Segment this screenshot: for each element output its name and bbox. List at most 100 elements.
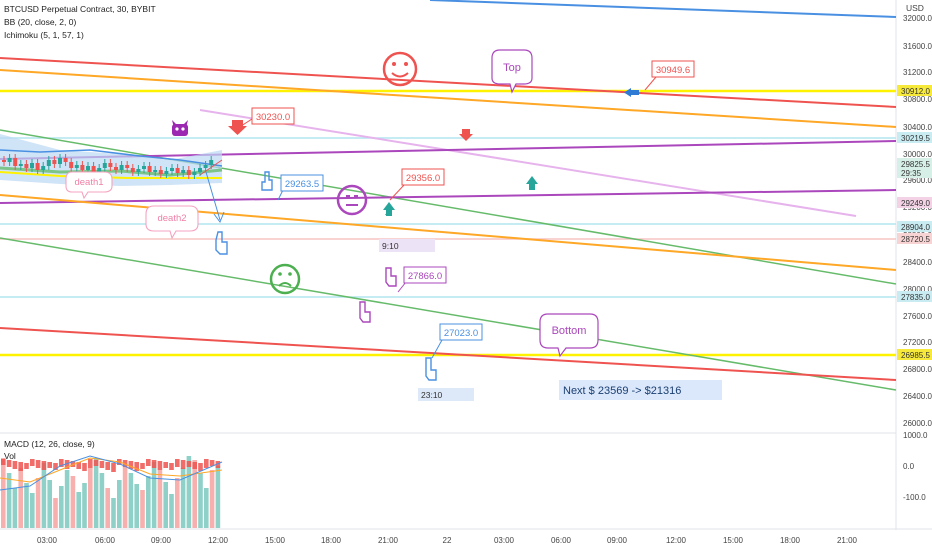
note-box (559, 380, 722, 400)
volume-bar (198, 473, 203, 528)
indicator-ichimoku-label[interactable]: Ichimoku (5, 1, 57, 1) (4, 30, 84, 40)
price-tick-label: 30400.0 (903, 123, 932, 132)
sad-face-icon (269, 263, 301, 295)
trendline-red-top[interactable] (0, 57, 897, 108)
macd-hist-bar (175, 459, 180, 467)
macd-hist-bar (82, 463, 87, 471)
cat-icon (172, 120, 188, 136)
callout-27023[interactable]: 27023.0 (431, 323, 483, 359)
macd-hist-bar (93, 460, 99, 466)
arrow-down-red-icon-2 (459, 129, 473, 141)
callout-death1-text: death1 (74, 177, 103, 188)
trendline-blue[interactable] (429, 0, 897, 18)
candle-body (18, 164, 23, 166)
candle-body (2, 160, 6, 162)
callout-27866[interactable]: 27866.0 (397, 266, 447, 293)
candle-body (153, 170, 158, 172)
indicator-bb-label[interactable]: BB (20, close, 2, 0) (4, 17, 76, 27)
volume-bar (146, 476, 151, 528)
macd-hist-bar (198, 463, 203, 471)
callout-30230[interactable]: 30230.0 (237, 107, 295, 129)
macd-hist-bar (18, 462, 23, 471)
volume-bar (175, 478, 180, 528)
volume-bar (151, 462, 157, 528)
callout-27023-text: 27023.0 (444, 328, 478, 339)
trendline-purple-top[interactable] (0, 140, 897, 160)
volume-bar (99, 473, 105, 528)
callout-top[interactable]: Top (491, 49, 533, 94)
candle-body (198, 168, 202, 172)
candle-body (7, 158, 12, 162)
volume-bar (35, 478, 41, 528)
time-range-label-2: 23:10 (421, 390, 443, 400)
trendline-pink[interactable] (199, 109, 857, 217)
price-tick-label: 27600.0 (903, 312, 932, 321)
happy-face-icon (382, 51, 418, 87)
candle-body (175, 168, 180, 173)
callout-bottom[interactable]: Bottom (539, 313, 599, 358)
volume-bar (53, 498, 58, 528)
candle-body (80, 165, 85, 170)
macd-hist-bar (88, 459, 93, 468)
callout-29356[interactable]: 29356.0 (389, 168, 445, 201)
macd-hist-bar (169, 463, 174, 470)
candle-body (91, 166, 96, 172)
callout-30230-text: 30230.0 (256, 112, 290, 123)
candle-body (170, 168, 174, 171)
price-badge (897, 233, 932, 244)
macd-tick-label: -100.0 (903, 493, 926, 502)
time-tick-label: 18:00 (780, 536, 801, 545)
trendline-purple-bottom[interactable] (0, 189, 897, 204)
volume-bar (140, 490, 145, 528)
pointing-hand-icon-5 (425, 357, 437, 381)
price-tick-label: 28400.0 (903, 258, 932, 267)
price-tick-label: 30800.0 (903, 95, 932, 104)
candle-body (69, 162, 74, 168)
time-range-label-1: 9:10 (382, 241, 399, 251)
volume-bar (209, 470, 215, 528)
callout-30949[interactable]: 30949.6 (644, 60, 695, 91)
macd-hist-bar (146, 459, 151, 466)
price-badge (897, 167, 932, 178)
macd-axis-ticks: 1000.0 0.0 -100.0 (903, 431, 928, 502)
time-tick-label: 03:00 (494, 536, 515, 545)
volume-bar (64, 470, 70, 528)
macd-hist-bar (111, 463, 116, 472)
price-badge (897, 85, 932, 96)
time-tick-label: 22 (443, 536, 452, 545)
candlestick-series (2, 154, 214, 179)
volume-bar (105, 488, 110, 528)
candle-body (186, 170, 191, 175)
candle-body (97, 168, 102, 172)
time-tick-label: 09:00 (607, 536, 628, 545)
macd-hist-bar (163, 462, 168, 468)
price-tick-label: 29600.0 (903, 176, 932, 185)
macd-hist-bar (64, 460, 70, 469)
candle-body (74, 165, 79, 168)
macd-hist-bar (180, 460, 186, 469)
candle-body (203, 165, 208, 168)
candle-body (136, 169, 141, 172)
price-badge-label: 29825.5 (901, 160, 930, 169)
callout-29356-text: 29356.0 (406, 173, 440, 184)
callout-29263[interactable]: 29263.5 (277, 174, 324, 201)
bollinger-basis-line (0, 149, 223, 167)
macd-title[interactable]: MACD (12, 26, close, 9) (4, 439, 95, 449)
time-tick-label: 09:00 (151, 536, 172, 545)
callout-death2[interactable]: death2 (145, 205, 199, 240)
volume-bar (76, 492, 81, 528)
trendline-green-bottom[interactable] (0, 237, 897, 391)
candle-body (58, 158, 62, 164)
macd-hist-bar (134, 462, 139, 471)
volume-label[interactable]: Vol (4, 451, 16, 461)
volume-bar (215, 466, 221, 528)
candle-body (63, 158, 68, 162)
trendline-red-bottom[interactable] (0, 327, 897, 381)
pointing-hand-icon-4 (359, 301, 371, 323)
callout-death1[interactable]: death1 (65, 171, 113, 200)
macd-tick-label: 0.0 (903, 462, 915, 471)
trendline-orange-top[interactable] (0, 69, 897, 128)
macd-hist-bar (151, 460, 157, 468)
candle-body (86, 166, 90, 170)
candle-body (192, 172, 197, 175)
